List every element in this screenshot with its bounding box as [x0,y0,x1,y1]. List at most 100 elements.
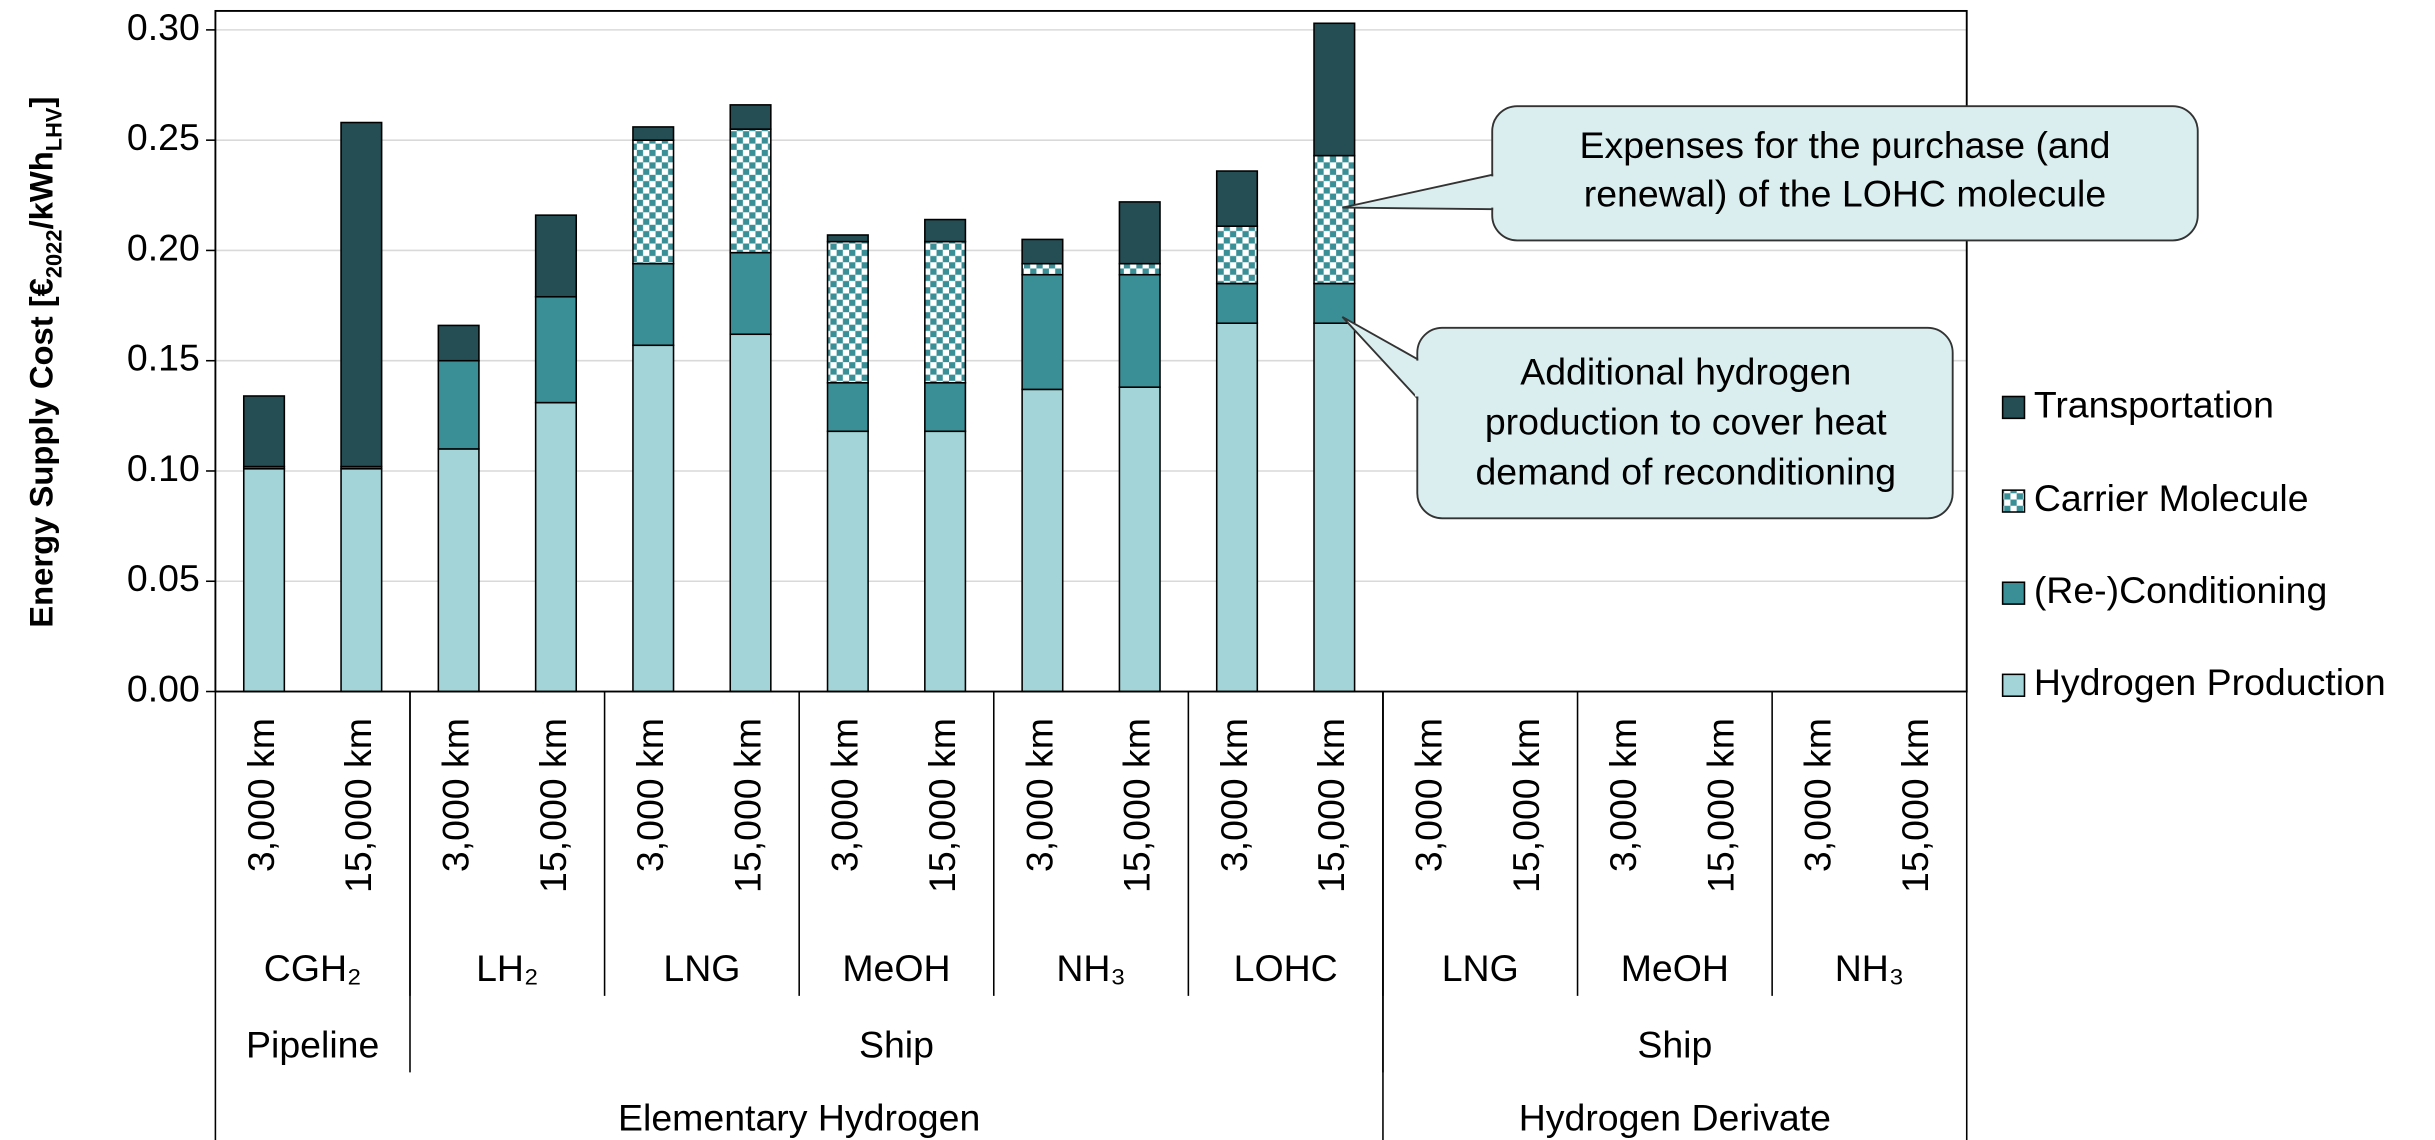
y-tick-label: 0.20 [127,226,200,268]
callout-box [1416,326,1954,520]
supergroups-label: Ship [1637,1023,1712,1065]
families-label: Hydrogen Derivate [1519,1097,1831,1139]
annotation-text: Additional hydrogen [1520,351,1851,393]
bar-segment [340,467,383,693]
y-tick-label: 0.05 [127,557,200,599]
legend-label: Carrier Molecule [2034,477,2309,519]
y-label-part: Energy Supply Cost [€ [22,278,59,628]
bar-segment [729,104,772,130]
bar-segment [1021,388,1064,693]
families-label: Elementary Hydrogen [618,1097,980,1139]
bar-segment [1215,225,1259,285]
bar-segment [1118,262,1161,276]
plot-frame [214,9,1968,693]
x-tick-label: 3,000 km [1797,718,1839,872]
bar-segment [924,240,967,384]
bar-segment [1313,282,1356,324]
y-axis-label: Energy Supply Cost [€2022/kWhLHV] [22,97,67,628]
x-tick-label: 3,000 km [435,718,477,872]
bar-segment [924,430,967,693]
bar-segment [1215,170,1259,227]
group-label: LOHC [1234,947,1338,989]
bar-segment [340,121,383,468]
bar-segment [924,381,967,433]
x-tick-label: 15,000 km [1699,718,1741,893]
supergroups-label: Pipeline [246,1023,379,1065]
x-tick-label: 15,000 km [1894,718,1936,893]
group-label: NH₃ [1056,947,1125,989]
bar-segment [632,344,675,693]
legend-label: Hydrogen Production [2034,661,2386,703]
y-label-part: ] [22,97,59,108]
group-label: CGH₂ [264,947,362,989]
supergroups-label: Ship [859,1023,934,1065]
bar-segment [534,401,578,693]
legend-swatch [2001,395,2026,420]
annotation-text: Expenses for the purchase (and [1580,124,2111,166]
bar-segment [632,126,675,141]
bar-segment [729,333,772,693]
y-label-part: /kWh [22,151,59,229]
bar-segment [729,251,772,336]
y-tick-label: 0.15 [127,337,200,379]
x-tick-label: 3,000 km [240,718,282,872]
y-tick-label: 0.30 [127,6,200,48]
bar-segment [826,240,869,384]
bar-segment [1021,273,1064,391]
legend-swatch [2001,673,2026,697]
callout-pointer [1342,173,1494,211]
bar-segment [924,218,967,243]
x-tick-label: 3,000 km [1407,718,1449,872]
x-tick-label: 15,000 km [532,718,574,893]
x-tick-label: 15,000 km [1116,718,1158,893]
callout-box [1491,105,2199,242]
group-label: LH₂ [476,947,538,989]
bar-segment [632,262,675,347]
x-tick-label: 3,000 km [629,718,671,872]
y-label-sub: 2022 [42,230,67,279]
group-label: MeOH [842,947,950,989]
bar-segment [826,381,869,433]
annotation-text: production to cover heat [1485,400,1887,442]
bar-segment [534,214,578,298]
bar-segment [729,128,772,254]
bar-segment [437,359,480,450]
x-tick-label: 3,000 km [1018,718,1060,872]
bar-segment [1118,273,1161,388]
x-tick-label: 3,000 km [824,718,866,872]
bar-segment [1021,262,1064,276]
group-label: LNG [663,947,740,989]
bar-segment [242,467,286,693]
plot-layer: 0.00 0.05 0.10 0.15 0.20 0.25 0.30 3,000 km 15,0… [127,6,2386,1140]
bar-segment [437,324,480,362]
annotation-text: demand of reconditioning [1475,450,1896,492]
bar-segment [242,395,286,468]
y-tick-label: 0.25 [127,116,200,158]
group-label: LNG [1442,947,1519,989]
x-tick-label: 15,000 km [1310,718,1352,893]
annotation-text: renewal) of the LOHC molecule [1584,173,2106,215]
x-tick-label: 3,000 km [1602,718,1644,872]
legend-label: (Re-)Conditioning [2034,569,2328,611]
bar-segment [1021,238,1064,265]
y-tick-label: 0.00 [127,667,200,709]
bar-segment [632,139,675,265]
x-tick-label: 15,000 km [1505,718,1547,893]
bar-segment [826,234,869,243]
x-tick-label: 15,000 km [337,718,379,893]
group-label: NH₃ [1835,947,1904,989]
bar-segment [1313,154,1356,285]
bar-segment [1313,322,1356,693]
y-label-sub: LHV [42,107,67,151]
legend-swatch [2001,489,2026,513]
group-label: MeOH [1621,947,1729,989]
x-tick-label: 3,000 km [1213,718,1255,872]
bar-segment [534,295,578,404]
bar-segment [1313,22,1356,157]
bar-segment [1118,201,1161,265]
x-tick-label: 15,000 km [726,718,768,893]
x-tick-label: 15,000 km [921,718,963,893]
legend-label: Transportation [2034,383,2274,425]
bar-segment [1215,282,1259,324]
